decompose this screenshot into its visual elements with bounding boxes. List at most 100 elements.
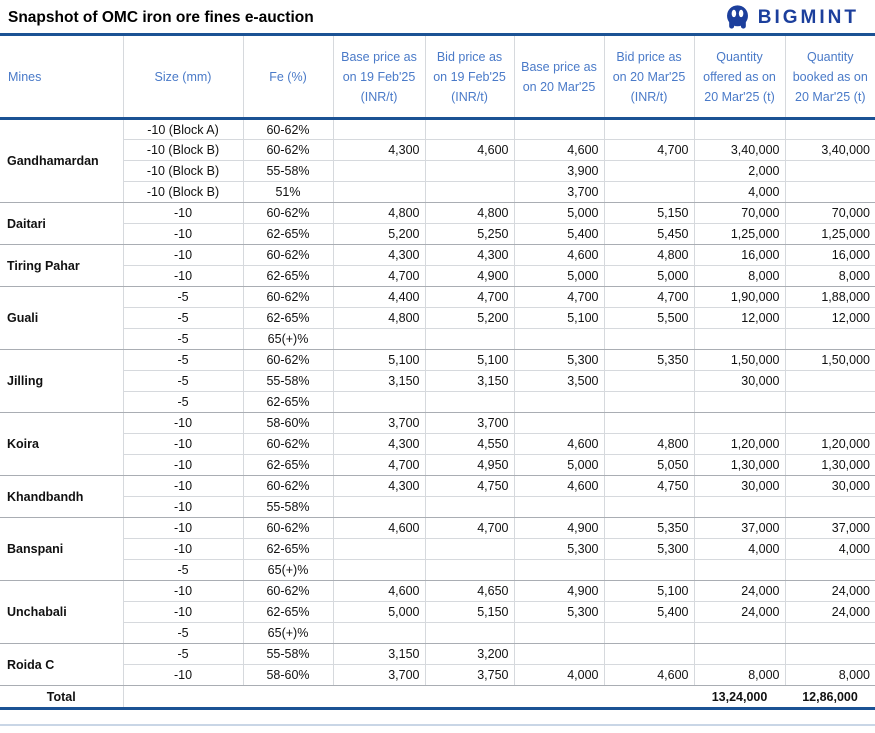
table-cell: 16,000 (693, 244, 786, 266)
table-cell (513, 118, 605, 140)
table-cell (603, 370, 695, 392)
mine-name: Khandbandh (0, 475, 124, 518)
table-cell: 37,000 (784, 517, 875, 539)
table-cell: -10 (122, 223, 244, 245)
table-cell: 4,600 (513, 139, 605, 161)
table-cell: 12,000 (784, 307, 875, 329)
table-cell: 24,000 (693, 580, 786, 602)
table-cell (424, 328, 515, 350)
table-cell: 5,250 (424, 223, 515, 245)
table-cell: -10 (122, 538, 244, 560)
table-cell: 4,700 (424, 517, 515, 539)
table-cell: 58-60% (242, 664, 334, 686)
table-row: -10 62-65% 4,700 4,900 5,000 5,000 8,000 8,000 (0, 265, 875, 287)
total-quantity-booked: 12,86,000 (785, 685, 875, 710)
table-cell: -10 (Block B) (122, 160, 244, 182)
table-cell: 3,700 (332, 664, 426, 686)
mine-name: Unchabali (0, 580, 124, 644)
table-cell: 1,50,000 (693, 349, 786, 371)
table-cell: 60-62% (242, 139, 334, 161)
table-cell: 62-65% (242, 454, 334, 476)
table-cell (784, 370, 875, 392)
table-cell: 4,400 (332, 286, 426, 308)
table-cell: 60-62% (242, 433, 334, 455)
table-cell: 5,150 (424, 601, 515, 623)
bigmint-logo-text: BIGMINT (757, 6, 859, 28)
table-cell: -5 (122, 559, 244, 581)
table-cell: 4,600 (603, 664, 695, 686)
table-cell (693, 391, 786, 413)
table-cell: 1,50,000 (784, 349, 875, 371)
table-cell: 4,900 (424, 265, 515, 287)
table-cell: 4,700 (603, 139, 695, 161)
table-cell: 3,700 (332, 412, 426, 434)
table-row: -5 65(+)% (0, 328, 875, 350)
table-cell: -10 (122, 517, 244, 539)
table-cell: -10 (Block A) (122, 118, 244, 140)
table-cell (693, 328, 786, 350)
table-cell (332, 496, 426, 518)
table-cell: 5,000 (513, 202, 605, 224)
table-row: -10 62-65% 4,700 4,950 5,000 5,050 1,30,000 1,3… (0, 454, 875, 476)
table-cell: 65(+)% (242, 328, 334, 350)
table-cell (424, 391, 515, 413)
table-cell: 3,500 (513, 370, 605, 392)
table-cell: 3,700 (424, 412, 515, 434)
table-cell: 62-65% (242, 538, 334, 560)
table-cell (513, 496, 605, 518)
table-cell (332, 328, 426, 350)
table-cell (424, 538, 515, 560)
table-cell: 16,000 (784, 244, 875, 266)
table-cell: 60-62% (242, 580, 334, 602)
table-row: Koira -10 58-60% 3,700 3,700 (0, 412, 875, 476)
table-cell: 5,400 (603, 601, 695, 623)
table-cell (693, 622, 786, 644)
table-row: -10 (Block B) 55-58% 3,900 2,000 (0, 160, 875, 182)
table-cell (603, 412, 695, 434)
table-cell (332, 181, 426, 203)
table-cell (603, 622, 695, 644)
table-cell: 4,600 (332, 580, 426, 602)
table-cell (513, 622, 605, 644)
table-cell: -10 (Block B) (122, 181, 244, 203)
table-cell: 30,000 (693, 475, 786, 497)
table-cell: -10 (122, 454, 244, 476)
column-header-1: Size (mm) (122, 33, 244, 120)
table-cell (425, 685, 514, 710)
table-cell (514, 685, 604, 710)
table-cell: 4,300 (332, 475, 426, 497)
table-cell (603, 559, 695, 581)
table-cell: 4,800 (332, 202, 426, 224)
table-cell: 5,000 (513, 265, 605, 287)
table-cell (424, 160, 515, 182)
table-cell (513, 643, 605, 665)
table-cell (784, 643, 875, 665)
table-cell (784, 118, 875, 140)
mine-name: Gandhamardan (0, 118, 124, 203)
table-cell (693, 496, 786, 518)
table-cell: 1,30,000 (693, 454, 786, 476)
table-cell: 60-62% (242, 475, 334, 497)
table-cell: 5,100 (424, 349, 515, 371)
table-cell: 5,200 (332, 223, 426, 245)
table-cell: 4,550 (424, 433, 515, 455)
table-cell: 5,300 (513, 538, 605, 560)
table-cell: 8,000 (693, 664, 786, 686)
table-cell (693, 118, 786, 140)
table-cell: -5 (122, 286, 244, 308)
table-cell (513, 328, 605, 350)
table-cell: 1,90,000 (693, 286, 786, 308)
table-cell (333, 685, 425, 710)
table-cell: 4,900 (513, 517, 605, 539)
table-cell: 3,150 (332, 643, 426, 665)
table-cell: 24,000 (784, 580, 875, 602)
table-cell: -5 (122, 622, 244, 644)
table-cell (123, 685, 243, 710)
table-cell: 4,600 (332, 517, 426, 539)
table-cell: -10 (122, 433, 244, 455)
table-cell: 1,25,000 (693, 223, 786, 245)
page-title: Snapshot of OMC iron ore fines e-auction (8, 8, 314, 26)
table-cell: 4,950 (424, 454, 515, 476)
table-cell: -10 (122, 664, 244, 686)
table-cell: 37,000 (693, 517, 786, 539)
